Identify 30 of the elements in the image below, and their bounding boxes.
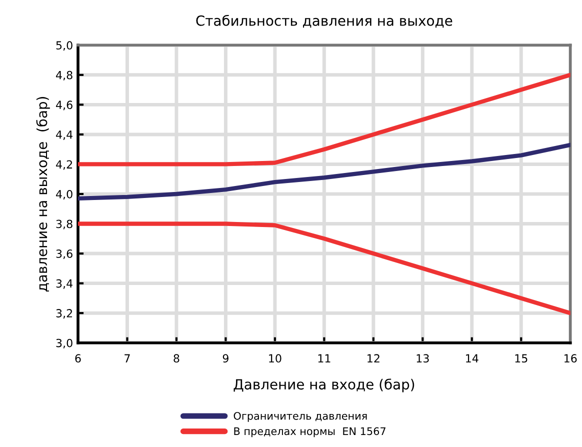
y-tick-label: 4,8 — [56, 70, 72, 80]
y-tick-label: 3,8 — [56, 220, 72, 230]
x-tick-label: 10 — [269, 354, 282, 363]
x-axis-title: Давление на входе (бар) — [234, 378, 414, 392]
line-series — [78, 222, 570, 316]
x-tick-label: 8 — [174, 354, 180, 363]
y-tick-label: 4,0 — [56, 190, 72, 200]
y-tick-label: 3,2 — [56, 309, 72, 319]
y-tick-label: 4,6 — [56, 100, 72, 110]
x-tick-label: 13 — [416, 354, 429, 363]
x-tick-label: 15 — [515, 354, 528, 363]
x-tick-label: 12 — [368, 354, 380, 362]
y-tick-label: 5,0 — [56, 41, 72, 51]
chart-title: Стабильность давления на выходе — [196, 14, 452, 28]
x-tick-label: 14 — [466, 354, 478, 362]
y-tick-label: 3,0 — [56, 338, 72, 348]
y-axis-title: давление на выходе (бар) — [36, 97, 50, 292]
legend-label: В пределах нормы EN 1567 — [234, 427, 386, 438]
y-tick-label: 4,4 — [56, 130, 73, 140]
y-tick-label: 3,6 — [56, 250, 72, 260]
y-tick-label: 4,2 — [56, 160, 72, 170]
y-tick-label: 3,4 — [56, 279, 73, 289]
line-series — [78, 142, 570, 201]
x-tick-label: 9 — [222, 354, 228, 363]
legend-label: Ограничитель давления — [234, 412, 367, 422]
x-tick-label: 7 — [124, 354, 130, 362]
x-tick-label: 11 — [318, 354, 330, 362]
line-series — [78, 72, 570, 166]
x-tick-label: 6 — [75, 354, 81, 363]
x-tick-label: 16 — [564, 354, 577, 363]
